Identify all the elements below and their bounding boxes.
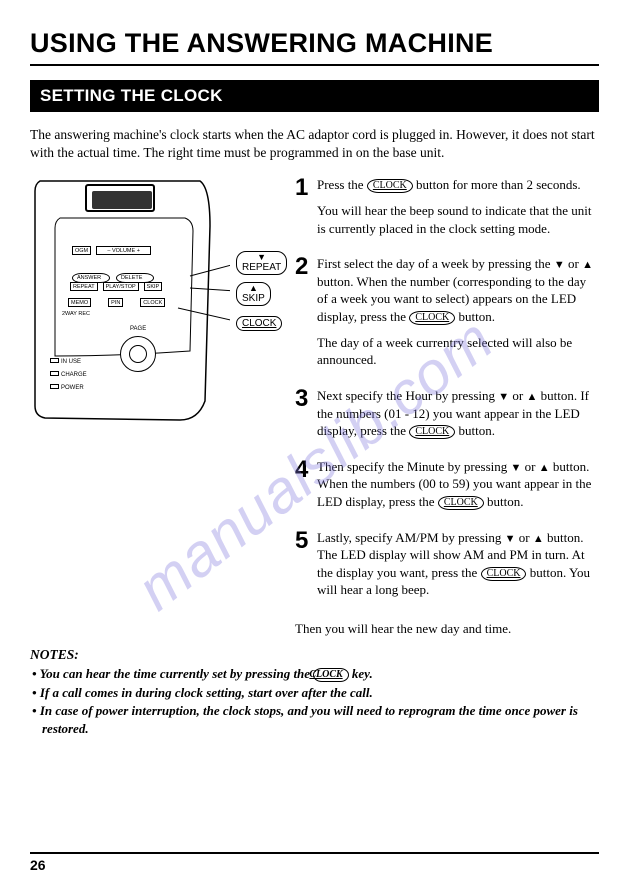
device-diagram: OGM – VOLUME + ANSWER DELETE REPEAT PLAY… bbox=[30, 176, 285, 426]
notes-list: You can hear the time currently set by p… bbox=[30, 665, 599, 737]
step-body: Lastly, specify AM/PM by pressing ▼ or ▲… bbox=[317, 529, 599, 607]
note-item: If a call comes in during clock setting,… bbox=[30, 684, 599, 702]
step: 1Press the CLOCK button for more than 2 … bbox=[295, 176, 599, 245]
clock-button: CLOCK bbox=[140, 298, 165, 307]
content-row: OGM – VOLUME + ANSWER DELETE REPEAT PLAY… bbox=[30, 176, 599, 617]
step: 5Lastly, specify AM/PM by pressing ▼ or … bbox=[295, 529, 599, 607]
step-paragraph: Lastly, specify AM/PM by pressing ▼ or ▲… bbox=[317, 529, 599, 599]
led-inuse: IN USE bbox=[50, 358, 81, 365]
memo-button: MEMO bbox=[68, 298, 91, 307]
diagram-column: OGM – VOLUME + ANSWER DELETE REPEAT PLAY… bbox=[30, 176, 285, 617]
step-body: Press the CLOCK button for more than 2 s… bbox=[317, 176, 599, 245]
step-body: Next specify the Hour by pressing ▼ or ▲… bbox=[317, 387, 599, 448]
step-body: First select the day of a week by pressi… bbox=[317, 255, 599, 377]
note-item: You can hear the time currently set by p… bbox=[30, 665, 599, 683]
step-paragraph: You will hear the beep sound to indicate… bbox=[317, 202, 599, 237]
skip-button: SKIP bbox=[144, 282, 163, 291]
notes-title: NOTES: bbox=[30, 647, 599, 663]
step-paragraph: The day of a week currentry selected wil… bbox=[317, 334, 599, 369]
twoway-label: 2WAY REC bbox=[60, 310, 92, 319]
step-number: 2 bbox=[295, 255, 317, 279]
step: 3Next specify the Hour by pressing ▼ or … bbox=[295, 387, 599, 448]
ogm-button: OGM bbox=[72, 246, 91, 255]
callout-clock: CLOCK bbox=[236, 316, 282, 331]
callout-skip: ▲ SKIP bbox=[236, 282, 271, 305]
repeat-button: REPEAT bbox=[70, 282, 98, 291]
page-number: 26 bbox=[30, 857, 46, 873]
after-steps-text: Then you will hear the new day and time. bbox=[295, 621, 599, 637]
volume-button: – VOLUME + bbox=[96, 246, 151, 255]
step-paragraph: Then specify the Minute by pressing ▼ or… bbox=[317, 458, 599, 511]
callout-repeat: ▼ REPEAT bbox=[236, 251, 287, 274]
note-item: In case of power interruption, the clock… bbox=[30, 702, 599, 737]
step-paragraph: Next specify the Hour by pressing ▼ or ▲… bbox=[317, 387, 599, 440]
step: 2First select the day of a week by press… bbox=[295, 255, 599, 377]
page-label: PAGE bbox=[130, 326, 146, 332]
notes-section: NOTES: You can hear the time currently s… bbox=[30, 647, 599, 737]
pin-button: PIN bbox=[108, 298, 123, 307]
triangle-up-icon: ▲ bbox=[242, 284, 265, 292]
led-power: POWER bbox=[50, 384, 84, 391]
step-number: 5 bbox=[295, 529, 317, 553]
step-number: 1 bbox=[295, 176, 317, 200]
led-charge: CHARGE bbox=[50, 371, 87, 378]
intro-text: The answering machine's clock starts whe… bbox=[30, 126, 599, 162]
step-body: Then specify the Minute by pressing ▼ or… bbox=[317, 458, 599, 519]
lcd-screen bbox=[85, 184, 155, 212]
step-paragraph: Press the CLOCK button for more than 2 s… bbox=[317, 176, 599, 194]
steps-column: 1Press the CLOCK button for more than 2 … bbox=[295, 176, 599, 617]
triangle-down-icon: ▼ bbox=[242, 253, 281, 261]
step-paragraph: First select the day of a week by pressi… bbox=[317, 255, 599, 325]
step-number: 3 bbox=[295, 387, 317, 411]
page-title: USING THE ANSWERING MACHINE bbox=[30, 28, 599, 66]
section-header: SETTING THE CLOCK bbox=[30, 80, 599, 112]
step-number: 4 bbox=[295, 458, 317, 482]
step: 4Then specify the Minute by pressing ▼ o… bbox=[295, 458, 599, 519]
footer: 26 bbox=[30, 852, 599, 875]
playstop-button: PLAY/STOP bbox=[103, 282, 139, 291]
